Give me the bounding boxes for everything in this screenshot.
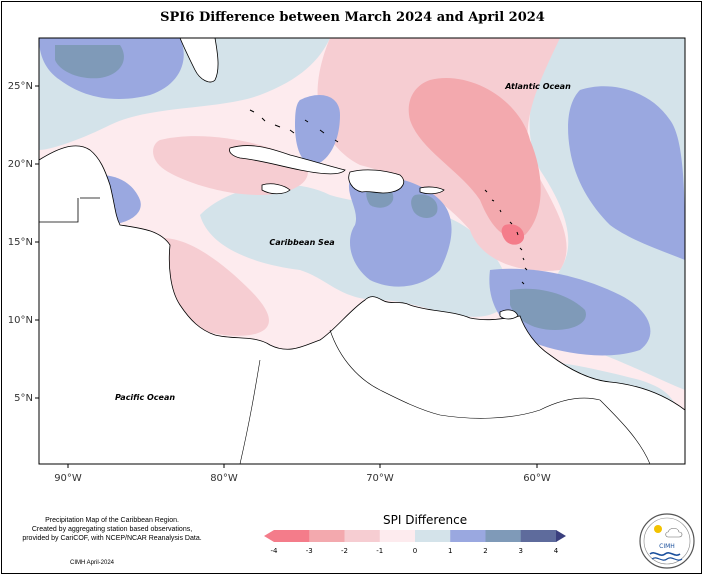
- field-negative-lesser-antilles: [501, 224, 525, 245]
- lon-tick-label: 80°W: [210, 473, 238, 484]
- legend-swatch: [520, 530, 557, 542]
- field-positive-gulf-core: [55, 45, 124, 79]
- legend-swatch: [450, 530, 486, 542]
- lon-tick-label: 90°W: [54, 473, 82, 484]
- legend-swatch: [309, 530, 345, 542]
- field-positive-bahamas: [295, 95, 340, 165]
- lat-tick-label: 5°N: [14, 393, 33, 404]
- legend-tick-label: -4: [271, 547, 279, 555]
- atlantic-ocean-label: Atlantic Ocean: [504, 82, 571, 91]
- land-trinidad: [499, 309, 519, 320]
- legend-swatch: [344, 530, 381, 542]
- land-puerto-rico: [419, 186, 445, 195]
- legend-swatch: [415, 530, 451, 542]
- legend-tick-label: 0: [413, 547, 417, 555]
- pacific-ocean-label: Pacific Ocean: [115, 393, 175, 402]
- land-southamerica-borders: [239, 329, 651, 464]
- field-positive-guyana-core: [510, 288, 586, 330]
- lat-tick-label: 10°N: [8, 315, 33, 326]
- legend-arrow-left: [264, 530, 274, 542]
- lat-axis: 25°N 20°N 15°N 10°N 5°N: [8, 81, 39, 404]
- spi-field: [39, 38, 685, 464]
- lon-tick-label: 70°W: [366, 473, 394, 484]
- field-positive-atlantic: [568, 86, 685, 260]
- legend-arrow-right: [556, 530, 566, 542]
- logo-text: CIMH: [659, 543, 675, 550]
- lat-tick-label: 25°N: [8, 81, 33, 92]
- plot-border: [38, 37, 686, 465]
- sun-icon: [654, 525, 662, 533]
- land-cuba: [229, 145, 346, 175]
- wave-icon: [649, 552, 681, 556]
- legend-tick-label: -2: [341, 547, 348, 555]
- legend-tick-label: 1: [448, 547, 452, 555]
- lat-tick-label: 15°N: [8, 237, 33, 248]
- legend-tick-label: 4: [554, 547, 559, 555]
- land-bahamas: [249, 109, 339, 143]
- lon-axis: 90°W 80°W 70°W 60°W: [54, 464, 551, 484]
- credits-line: Created by aggregating station based obs…: [31, 526, 193, 533]
- legend-title: SPI Difference: [383, 513, 468, 527]
- legend-colorbar: -4 -3 -2 -1 0 1 2 3 4: [264, 530, 566, 555]
- cloud-icon: [665, 527, 683, 538]
- legend-swatch: [274, 530, 310, 542]
- map-title: SPI6 Difference between March 2024 and A…: [160, 10, 545, 25]
- land-yucatan-inner: [39, 197, 100, 223]
- lon-tick-label: 60°W: [523, 473, 551, 484]
- wave-icon: [651, 557, 683, 561]
- credits-text: Precipitation Map of the Caribbean Regio…: [12, 516, 212, 543]
- legend-tick-label: -3: [306, 547, 313, 555]
- lat-tick-label: 20°N: [8, 159, 33, 170]
- legend-swatch: [379, 530, 416, 542]
- credits-date: CIMH April-2024: [70, 560, 115, 566]
- field-negative-core: [408, 78, 541, 238]
- credits-line: Precipitation Map of the Caribbean Regio…: [45, 517, 179, 524]
- legend-tick-label: 3: [519, 547, 523, 555]
- legend-tick-label: 2: [483, 547, 487, 555]
- caribbean-sea-label: Caribbean Sea: [269, 238, 334, 247]
- field-positive-puerto-rico-core: [411, 194, 438, 218]
- credits-line: provided by CariCOF, with NCEP/NCAR Rean…: [22, 535, 202, 542]
- legend-swatch: [485, 530, 522, 542]
- land-hispaniola: [348, 169, 405, 194]
- cimh-logo: CIMH: [639, 513, 695, 569]
- land-central-america: [39, 145, 685, 464]
- legend-tick-label: -1: [376, 547, 383, 555]
- land-jamaica: [261, 183, 291, 195]
- land-florida: [179, 38, 219, 83]
- land-lesser-antilles: [484, 189, 528, 285]
